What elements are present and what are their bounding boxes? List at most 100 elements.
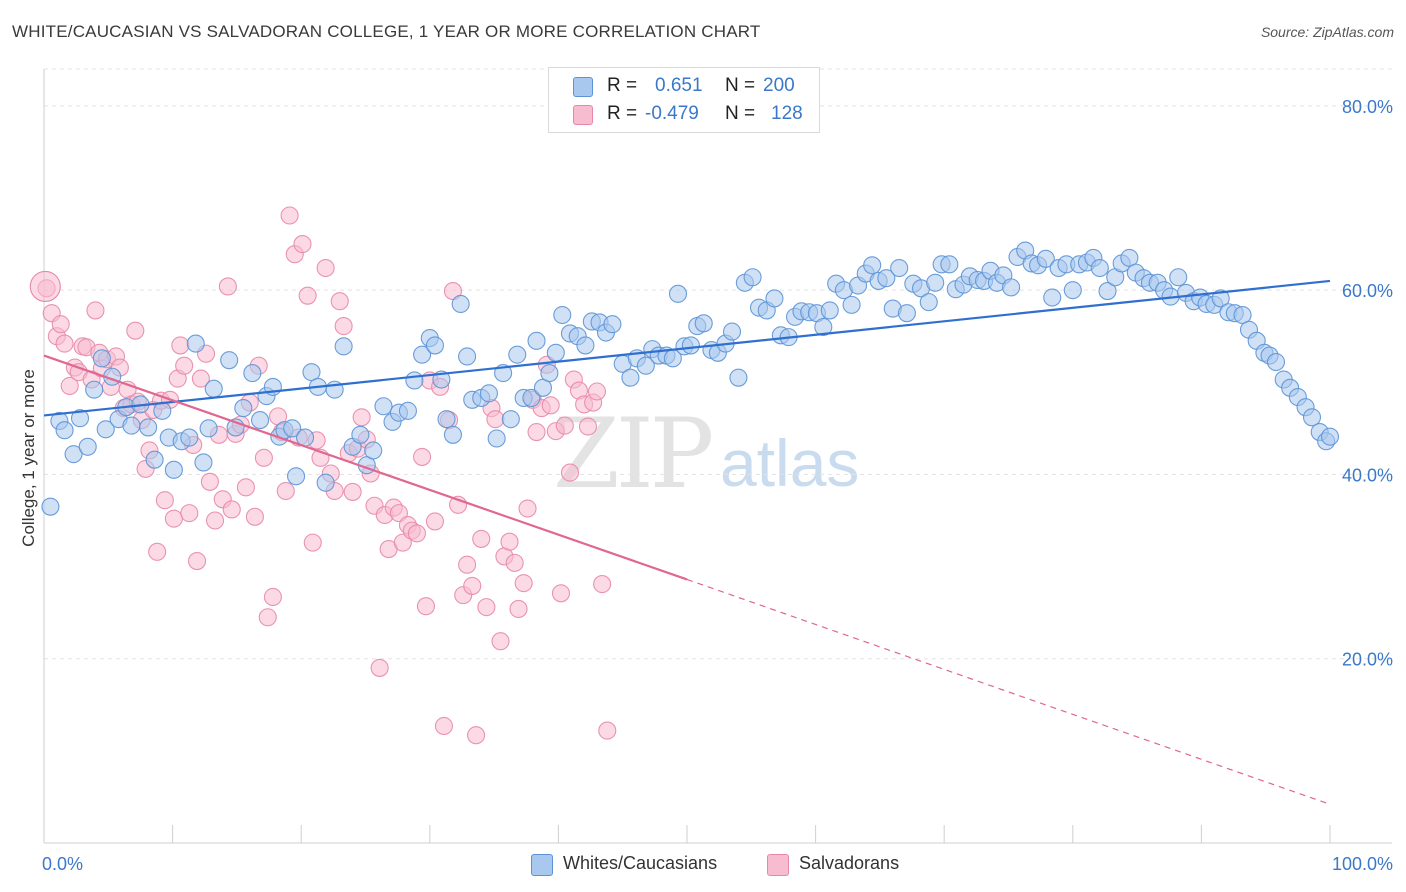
salvadoran-point bbox=[514, 574, 533, 593]
white-point bbox=[1063, 281, 1082, 300]
legend-swatch-salvadorans bbox=[767, 854, 789, 876]
salvadoran-point bbox=[425, 512, 444, 531]
white-point bbox=[553, 305, 572, 325]
white-point bbox=[55, 421, 74, 440]
white-point bbox=[145, 450, 164, 469]
white-point bbox=[487, 429, 506, 448]
salvadoran-point bbox=[458, 555, 477, 574]
r-value: -0.479 bbox=[645, 103, 699, 124]
white-point bbox=[897, 304, 916, 323]
white-point bbox=[70, 409, 90, 428]
white-point bbox=[164, 460, 183, 479]
white-point bbox=[1211, 289, 1230, 308]
salvadoran-point bbox=[352, 408, 371, 427]
salvadoran-point bbox=[51, 315, 70, 334]
legend-swatch-whites bbox=[531, 854, 553, 876]
salvadoran-point bbox=[472, 529, 491, 548]
white-point bbox=[78, 437, 97, 456]
white-point bbox=[180, 428, 199, 447]
white-point bbox=[729, 368, 748, 387]
salvadoran-point bbox=[389, 504, 408, 523]
salvadoran-point bbox=[541, 396, 560, 415]
salvadoran-point bbox=[222, 500, 241, 519]
trend-lines bbox=[43, 279, 1331, 805]
white-point bbox=[1302, 408, 1322, 427]
salvadoran-point bbox=[171, 336, 190, 355]
white-point bbox=[437, 410, 456, 429]
salvadoran-point bbox=[416, 597, 435, 616]
white-point bbox=[283, 419, 302, 438]
white-point bbox=[814, 317, 833, 337]
salvadoran-point bbox=[29, 270, 61, 303]
salvadoran-point bbox=[60, 376, 79, 396]
salvadoran-point bbox=[276, 481, 295, 501]
white-point bbox=[194, 453, 213, 472]
salvadoran-point bbox=[491, 632, 510, 651]
y-tick-label: 80.0% bbox=[1342, 97, 1393, 117]
white-point bbox=[64, 445, 83, 464]
x-tick-label: 100.0% bbox=[1332, 854, 1393, 874]
salvadoran-point bbox=[86, 301, 105, 320]
salvadoran-point bbox=[509, 599, 528, 619]
white-point bbox=[199, 419, 218, 438]
white-point bbox=[501, 410, 520, 429]
white-point bbox=[919, 293, 938, 312]
salvadoran-point bbox=[330, 292, 349, 311]
white-point bbox=[316, 473, 335, 492]
white-point bbox=[668, 284, 688, 303]
white-point bbox=[458, 347, 477, 366]
white-point bbox=[85, 380, 104, 399]
white-point bbox=[364, 441, 383, 460]
legend-swatch-salvadorans bbox=[573, 105, 593, 125]
salvadoran-point bbox=[578, 417, 598, 436]
salvadoran-point bbox=[587, 382, 607, 401]
watermark-zip: ZIP bbox=[553, 398, 714, 510]
salvadoran-point bbox=[187, 551, 207, 571]
salvadoran-point bbox=[254, 448, 273, 467]
white-point bbox=[722, 322, 742, 341]
salvadoran-point bbox=[413, 447, 432, 466]
salvadoran-point bbox=[175, 356, 194, 375]
salvadorans-trend-line bbox=[43, 354, 688, 581]
white-point bbox=[96, 420, 115, 439]
r-value: 0.651 bbox=[655, 75, 703, 96]
white-point bbox=[694, 314, 713, 333]
white-point bbox=[139, 418, 158, 437]
white-point bbox=[877, 269, 896, 288]
y-tick-label: 20.0% bbox=[1342, 650, 1393, 670]
white-point bbox=[926, 273, 945, 292]
white-point bbox=[863, 256, 882, 275]
salvadoran-point bbox=[463, 576, 482, 595]
white-point bbox=[220, 351, 239, 370]
salvadoran-point bbox=[551, 584, 571, 603]
white-point bbox=[576, 336, 595, 355]
r-label: R = bbox=[607, 103, 638, 124]
tick-labels: 20.0% 40.0% 60.0% 80.0% 0.0% 100.0% bbox=[42, 97, 1393, 874]
white-point bbox=[681, 336, 700, 355]
watermark-atlas: atlas bbox=[720, 426, 860, 500]
white-point bbox=[425, 336, 444, 355]
white-point bbox=[398, 401, 417, 420]
salvadoran-point bbox=[191, 369, 210, 388]
white-point bbox=[1320, 427, 1340, 446]
x-tick-label: 0.0% bbox=[42, 854, 83, 874]
salvadoran-point bbox=[560, 463, 580, 482]
salvadorans-trend-extension bbox=[686, 578, 1331, 805]
salvadoran-point bbox=[148, 542, 167, 561]
salvadoran-point bbox=[236, 478, 255, 497]
salvadoran-point bbox=[280, 206, 299, 225]
white-point bbox=[92, 349, 111, 368]
white-point bbox=[351, 425, 370, 444]
legend-row-salvadorans: R = -0.479 N = 128 bbox=[549, 100, 819, 128]
salvadoran-point bbox=[477, 598, 496, 617]
salvadoran-point bbox=[598, 721, 617, 740]
white-point bbox=[1090, 258, 1109, 278]
salvadoran-point bbox=[334, 317, 353, 336]
salvadoran-point bbox=[303, 533, 322, 552]
white-point bbox=[1266, 352, 1286, 372]
white-point bbox=[1002, 278, 1021, 297]
white-point bbox=[940, 255, 959, 274]
salvadoran-point bbox=[486, 410, 505, 429]
salvadoran-point bbox=[164, 509, 183, 528]
